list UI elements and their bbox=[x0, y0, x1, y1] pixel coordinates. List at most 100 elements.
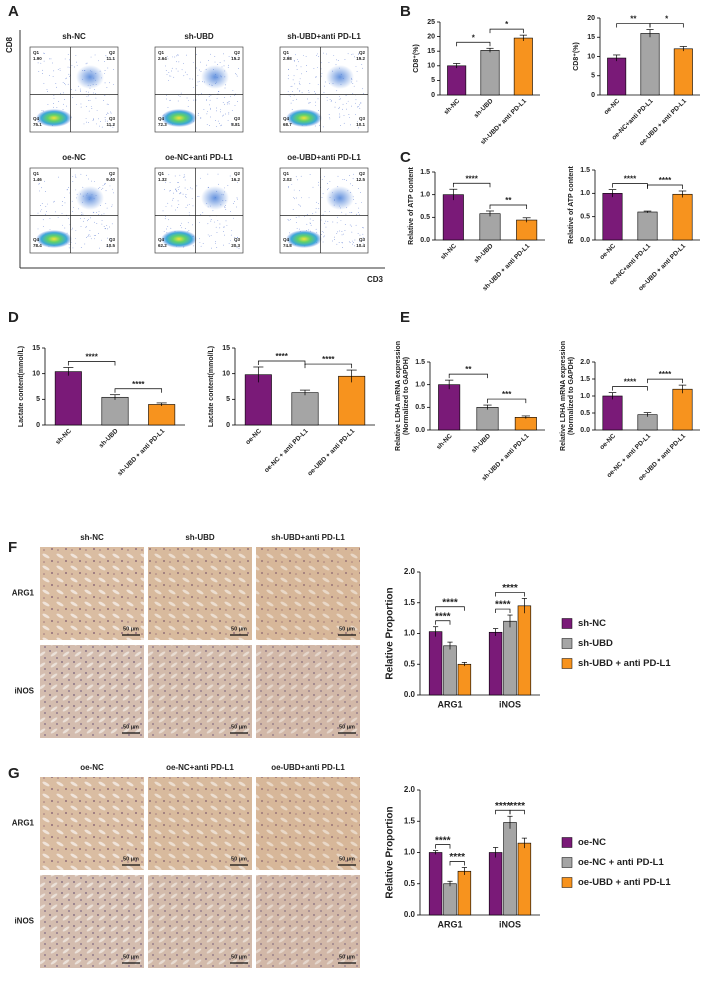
flow-event bbox=[229, 100, 230, 102]
y-tick-label: 1.5 bbox=[404, 598, 416, 607]
flow-event bbox=[173, 192, 174, 194]
flow-event bbox=[86, 121, 87, 123]
flow-event bbox=[94, 54, 96, 56]
quadrant-name: Q1 bbox=[283, 50, 290, 55]
flow-event bbox=[236, 75, 238, 77]
flow-event bbox=[238, 248, 240, 249]
flow-event bbox=[67, 54, 69, 55]
flow-event bbox=[318, 56, 320, 57]
flow-cluster bbox=[36, 230, 72, 248]
y-tick-label: 0.5 bbox=[404, 659, 416, 668]
bar bbox=[443, 645, 457, 696]
flow-event bbox=[225, 209, 227, 210]
flow-event bbox=[80, 173, 82, 175]
flow-event bbox=[320, 62, 322, 64]
flow-event bbox=[87, 95, 89, 97]
flow-event bbox=[362, 233, 364, 235]
flow-event bbox=[178, 188, 179, 190]
flow-event bbox=[94, 221, 95, 223]
flow-event bbox=[310, 222, 312, 224]
flow-event bbox=[56, 86, 57, 88]
flow-event bbox=[64, 99, 66, 100]
flow-event bbox=[166, 55, 168, 57]
significance-label: * bbox=[505, 20, 509, 29]
flow-event bbox=[40, 62, 42, 64]
flow-event bbox=[60, 93, 62, 94]
y-axis-label: CD8⁺(%) bbox=[573, 42, 580, 71]
flow-event bbox=[164, 218, 166, 220]
flow-event bbox=[80, 103, 82, 105]
flow-cluster bbox=[161, 230, 197, 248]
flow-event bbox=[74, 174, 76, 176]
flow-event bbox=[318, 110, 319, 111]
flow-event bbox=[84, 243, 86, 245]
quadrant-value: 74.8 bbox=[283, 243, 292, 248]
flow-event bbox=[309, 83, 311, 84]
flow-event bbox=[106, 86, 108, 88]
flow-event bbox=[102, 185, 104, 186]
flow-event bbox=[169, 75, 170, 77]
flow-event bbox=[288, 68, 290, 70]
flow-event bbox=[76, 104, 77, 106]
flow-event bbox=[209, 125, 210, 126]
flow-event bbox=[360, 192, 362, 193]
flow-event bbox=[355, 224, 357, 226]
flow-event bbox=[215, 241, 217, 243]
y-axis-label: Lactate content(mmol/L) bbox=[18, 346, 25, 427]
flow-event bbox=[351, 225, 352, 227]
flow-event bbox=[315, 92, 316, 94]
flow-event bbox=[317, 83, 319, 85]
quadrant-name: Q4 bbox=[158, 116, 165, 121]
flow-event bbox=[200, 93, 202, 95]
flow-event bbox=[193, 86, 195, 88]
flow-event bbox=[167, 58, 169, 60]
flow-event bbox=[99, 247, 100, 249]
flow-event bbox=[181, 69, 183, 71]
flow-event bbox=[177, 54, 179, 56]
flow-event bbox=[113, 69, 115, 70]
flow-event bbox=[168, 219, 170, 221]
flow-cluster bbox=[286, 109, 322, 127]
flow-event bbox=[45, 206, 47, 207]
flow-event bbox=[235, 73, 237, 75]
flow-event bbox=[321, 197, 323, 199]
flow-event bbox=[362, 237, 364, 239]
flow-event bbox=[111, 206, 113, 207]
flow-event bbox=[236, 206, 237, 208]
bar bbox=[443, 883, 457, 916]
flow-event bbox=[45, 213, 46, 215]
flow-event bbox=[361, 64, 363, 65]
legend-swatch bbox=[561, 857, 573, 868]
flow-event bbox=[106, 120, 108, 122]
flow-event bbox=[94, 238, 95, 240]
y-tick-label: 5 bbox=[226, 396, 230, 403]
legend-swatch bbox=[561, 877, 573, 888]
histology-column-title: sh-UBD+anti PD-L1 bbox=[271, 533, 345, 542]
flow-event bbox=[180, 92, 182, 94]
flow-event bbox=[76, 65, 78, 66]
flow-event bbox=[352, 178, 354, 180]
flow-event bbox=[82, 220, 84, 222]
flow-event bbox=[358, 207, 360, 209]
flow-event bbox=[93, 118, 94, 120]
significance-label: **** bbox=[435, 611, 451, 622]
flow-event bbox=[171, 67, 173, 69]
flow-event bbox=[91, 108, 93, 109]
x-tick-label: oe-NC + anti PD-L1 bbox=[263, 427, 310, 474]
flow-event bbox=[39, 183, 40, 184]
flow-event bbox=[39, 190, 40, 192]
flow-event bbox=[198, 113, 199, 114]
flow-event bbox=[69, 192, 71, 194]
flow-event bbox=[294, 83, 296, 85]
significance-bracket bbox=[649, 23, 684, 28]
flow-event bbox=[290, 219, 291, 220]
histology-image bbox=[40, 645, 144, 738]
flow-event bbox=[176, 191, 178, 192]
flow-event bbox=[53, 103, 54, 104]
significance-bracket bbox=[435, 620, 451, 625]
quadrant-value: 20.3 bbox=[231, 243, 240, 248]
flow-event bbox=[216, 97, 218, 99]
flow-event bbox=[217, 173, 219, 175]
flow-event bbox=[207, 223, 209, 225]
flow-event bbox=[227, 66, 229, 68]
